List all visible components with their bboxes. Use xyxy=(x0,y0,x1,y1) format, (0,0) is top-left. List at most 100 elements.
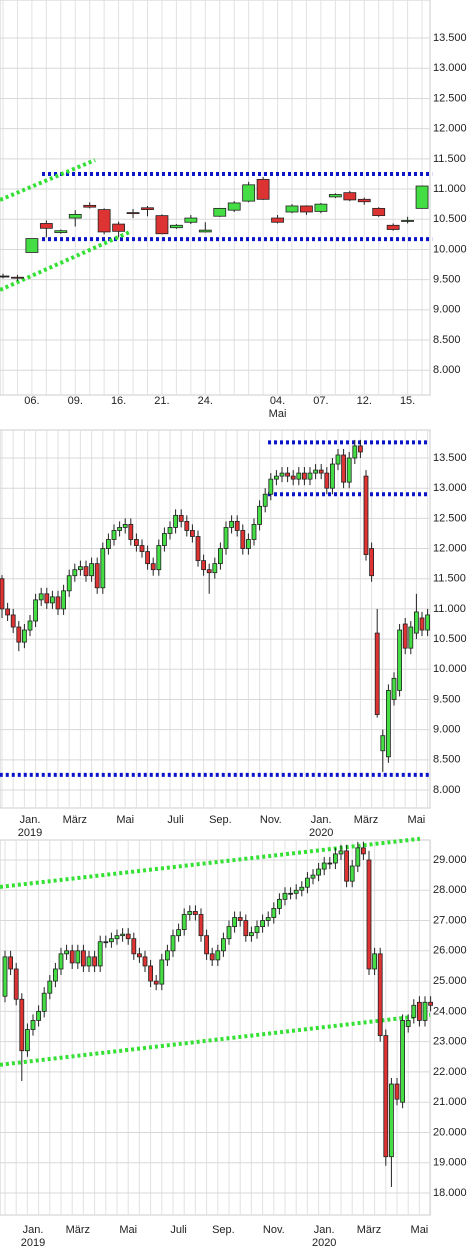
candle-body xyxy=(380,735,386,752)
candle-body xyxy=(64,950,69,955)
y-tick-label: 11.000 xyxy=(433,603,466,615)
candle-body xyxy=(148,965,154,982)
candle-body xyxy=(167,527,173,534)
candle-body xyxy=(150,563,156,571)
candle-body xyxy=(349,865,355,882)
candle-body xyxy=(288,892,294,895)
candle-body xyxy=(260,920,266,927)
candle-body xyxy=(122,524,128,528)
candle-body xyxy=(204,935,210,955)
y-tick-label: 8.000 xyxy=(433,364,461,376)
y-tick-label: 9.000 xyxy=(433,304,461,316)
candle-body xyxy=(195,536,201,562)
candle-body xyxy=(346,457,352,483)
trend-line xyxy=(0,158,96,202)
candle-body xyxy=(232,917,238,927)
y-tick-label: 18.000 xyxy=(433,1187,467,1199)
x-tick-label: 07. xyxy=(313,395,328,407)
y-tick-label: 24.000 xyxy=(433,1005,467,1017)
candle-body xyxy=(234,520,240,531)
candle-body xyxy=(30,1020,36,1030)
candle-body xyxy=(0,275,10,278)
candle-body xyxy=(245,539,251,549)
candle-body xyxy=(343,192,357,201)
candle-body xyxy=(391,677,397,700)
candle-body xyxy=(209,953,215,961)
candle-body xyxy=(223,527,229,549)
candle-body xyxy=(254,926,260,934)
candle-body xyxy=(314,203,328,212)
candle-body xyxy=(97,941,103,967)
candle-body xyxy=(271,908,277,918)
y-tick-label: 25.000 xyxy=(433,975,467,987)
candle-body xyxy=(53,968,58,982)
candle-body xyxy=(394,1083,400,1100)
candle-body xyxy=(16,626,22,643)
candle-body xyxy=(78,566,83,571)
candle-body xyxy=(21,629,27,643)
candle-body xyxy=(355,847,361,867)
candle-body xyxy=(156,545,162,571)
candle-body xyxy=(66,575,72,592)
candle-body xyxy=(126,212,140,214)
candle-body xyxy=(2,956,8,997)
candle-body xyxy=(114,935,120,940)
candle-body xyxy=(383,1035,389,1158)
candle-body xyxy=(357,445,363,453)
candle-body xyxy=(176,929,182,937)
candle-body xyxy=(397,629,403,691)
y-tick-label: 19.000 xyxy=(433,1157,467,1169)
candle-body xyxy=(94,563,100,589)
candle-body xyxy=(408,626,414,649)
candle-body xyxy=(125,933,131,940)
candle-body xyxy=(39,223,53,229)
candle-body xyxy=(50,596,55,604)
candle-body xyxy=(13,968,19,1000)
candle-body xyxy=(301,472,307,480)
candle-body xyxy=(256,178,270,200)
candle-body xyxy=(198,914,204,937)
candle-body xyxy=(285,205,299,213)
candle-body xyxy=(81,950,86,967)
candle-body xyxy=(327,862,333,865)
candle-body xyxy=(226,926,232,940)
candle-body xyxy=(304,877,310,888)
x-tick-label: März xyxy=(63,814,87,826)
y-tick-label: 13.500 xyxy=(433,32,467,44)
candle-body xyxy=(164,950,170,961)
candle-body xyxy=(293,889,299,894)
candle-body xyxy=(377,953,383,1036)
candle-body xyxy=(54,230,68,233)
y-tick-label: 13.500 xyxy=(433,452,467,464)
candle-body xyxy=(366,859,372,970)
candle-body xyxy=(117,527,122,531)
candle-body xyxy=(111,530,117,540)
candle-body xyxy=(184,217,198,223)
candle-body xyxy=(75,950,81,964)
candle-body xyxy=(72,569,78,577)
candle-body xyxy=(332,853,338,864)
candle-body xyxy=(341,454,347,483)
candle-body xyxy=(321,862,327,870)
candle-body xyxy=(411,1004,417,1018)
y-tick-label: 22.000 xyxy=(433,1066,467,1078)
candle-body xyxy=(155,215,169,235)
candle-body xyxy=(201,560,207,571)
x-tick-label: Jan. xyxy=(311,814,332,826)
candle-body xyxy=(401,220,415,222)
candle-body xyxy=(227,202,241,211)
x-tick-label: Mai xyxy=(408,814,426,826)
candle-body xyxy=(215,950,221,961)
candle-body xyxy=(206,569,212,574)
candle-body xyxy=(38,593,44,601)
candle-body xyxy=(220,938,226,952)
candle-body xyxy=(290,475,296,480)
y-tick-label: 11.500 xyxy=(433,573,466,585)
candle-body xyxy=(86,956,92,967)
x-tick-label: Nov. xyxy=(260,814,282,826)
x-tick-label: 06. xyxy=(24,395,39,407)
candle-body xyxy=(257,505,263,525)
candle-body xyxy=(357,198,371,203)
y-tick-label: 13.000 xyxy=(433,482,467,494)
x-tick-label: März xyxy=(354,814,378,826)
